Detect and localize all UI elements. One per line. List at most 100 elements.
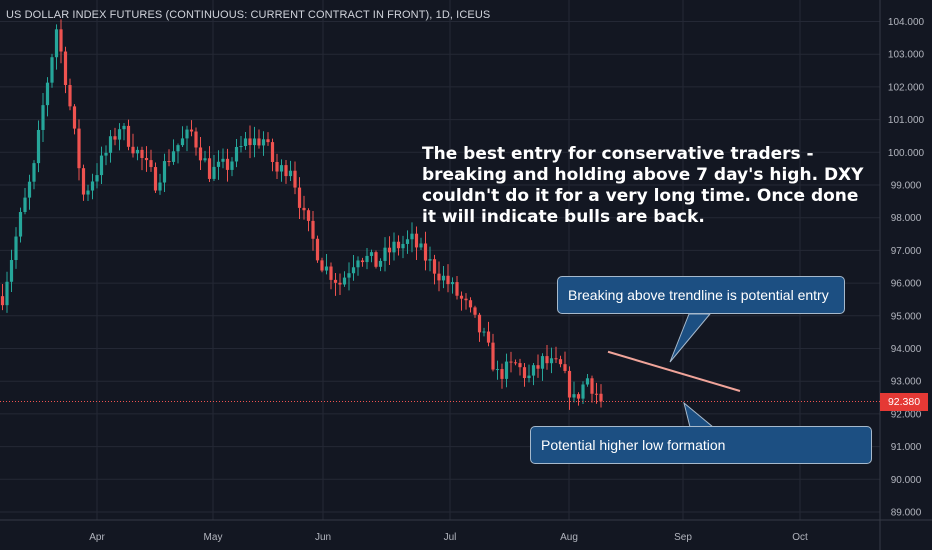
x-tick-label: Sep — [674, 532, 692, 543]
callout-pointer-top — [669, 313, 712, 363]
candle-body — [50, 57, 54, 83]
candle-body — [284, 165, 288, 177]
y-tick-label: 99.000 — [891, 181, 922, 192]
candle-body — [531, 365, 536, 376]
candle-body — [158, 182, 162, 191]
candle-body — [495, 369, 500, 371]
candle-body — [167, 161, 171, 163]
x-tick-label: Apr — [89, 532, 105, 543]
candle-body — [9, 260, 14, 282]
candle-body — [18, 212, 23, 237]
y-tick-label: 98.000 — [891, 213, 922, 224]
candle-body — [441, 275, 446, 281]
candle-body — [374, 252, 378, 267]
candle-body — [504, 361, 509, 379]
candle-body — [239, 146, 243, 148]
candle-body — [275, 161, 279, 172]
candle-body — [576, 394, 581, 399]
candle-body — [585, 378, 590, 385]
candle-body — [113, 136, 117, 140]
candle-body — [401, 243, 405, 249]
candle-body — [518, 363, 522, 368]
candle-body — [369, 252, 374, 256]
callout-higher-low: Potential higher low formation — [530, 426, 872, 464]
candle-body — [558, 359, 563, 365]
candle-body — [99, 155, 104, 176]
candle-body — [270, 142, 275, 162]
candle-body — [266, 139, 270, 143]
candle-body — [207, 158, 212, 179]
candle-body — [72, 106, 77, 129]
y-tick-label: 95.000 — [891, 311, 922, 322]
candle-body — [324, 266, 329, 271]
y-tick-label: 89.000 — [891, 508, 922, 519]
candle-body — [234, 146, 239, 162]
candle-body — [486, 331, 491, 343]
annotation-note: The best entry for conservative traders … — [422, 144, 864, 227]
candle-body — [428, 259, 432, 261]
y-tick-label: 102.000 — [888, 82, 925, 93]
candle-body — [95, 175, 99, 182]
candle-body — [333, 279, 338, 283]
candle-body — [450, 282, 455, 285]
y-tick-label: 94.000 — [891, 344, 922, 355]
candle-body — [117, 129, 122, 140]
callout-text: Potential higher low formation — [541, 437, 726, 453]
candle-body — [189, 129, 194, 132]
candle-body — [378, 260, 383, 267]
x-tick-label: Oct — [792, 532, 808, 543]
candle-body — [482, 331, 486, 333]
candle-body — [338, 282, 342, 285]
candle-body — [329, 266, 333, 280]
candle-body — [351, 267, 356, 274]
candle-body — [545, 356, 549, 364]
candle-body — [410, 233, 414, 240]
candle-body — [477, 314, 482, 333]
candle-body — [459, 295, 464, 299]
candle-body — [347, 273, 351, 278]
candle-body — [194, 131, 198, 148]
candle-body — [0, 296, 5, 306]
candle-body — [203, 158, 207, 161]
candle-body — [5, 281, 9, 306]
candle-body — [86, 190, 90, 195]
y-tick-label: 100.000 — [888, 148, 925, 159]
x-tick-label: May — [204, 532, 223, 543]
candle-body — [527, 375, 531, 379]
candle-body — [594, 393, 599, 395]
y-tick-label: 96.000 — [891, 279, 922, 290]
candle-body — [153, 167, 158, 191]
x-tick-label: Jul — [444, 532, 457, 543]
y-tick-label: 93.000 — [891, 377, 922, 388]
y-tick-label: 92.000 — [891, 409, 922, 420]
candle-body — [293, 170, 297, 188]
candle-body — [248, 138, 252, 146]
candle-body — [536, 365, 540, 369]
candle-body — [365, 255, 369, 263]
y-tick-label: 97.000 — [891, 246, 922, 257]
candle-body — [252, 138, 257, 146]
candle-body — [437, 273, 441, 281]
candle-body — [212, 166, 216, 179]
candle-body — [144, 157, 149, 161]
candle-body — [45, 82, 50, 106]
candle-body — [491, 342, 495, 370]
candle-body — [320, 260, 324, 271]
candle-body — [216, 161, 221, 167]
candle-body — [225, 158, 230, 170]
candle-body — [396, 241, 401, 249]
candle-body — [423, 243, 428, 261]
candle-body — [473, 307, 477, 315]
candle-body — [522, 367, 527, 379]
candle-body — [590, 378, 594, 394]
candle-body — [104, 152, 108, 156]
y-tick-label: 104.000 — [888, 17, 925, 28]
candle-body — [549, 358, 554, 364]
candle-body — [14, 236, 18, 261]
candle-body — [419, 243, 423, 248]
candle-body — [243, 138, 248, 147]
candle-body — [221, 158, 225, 162]
candle-body — [90, 181, 95, 191]
candle-body — [554, 358, 558, 360]
